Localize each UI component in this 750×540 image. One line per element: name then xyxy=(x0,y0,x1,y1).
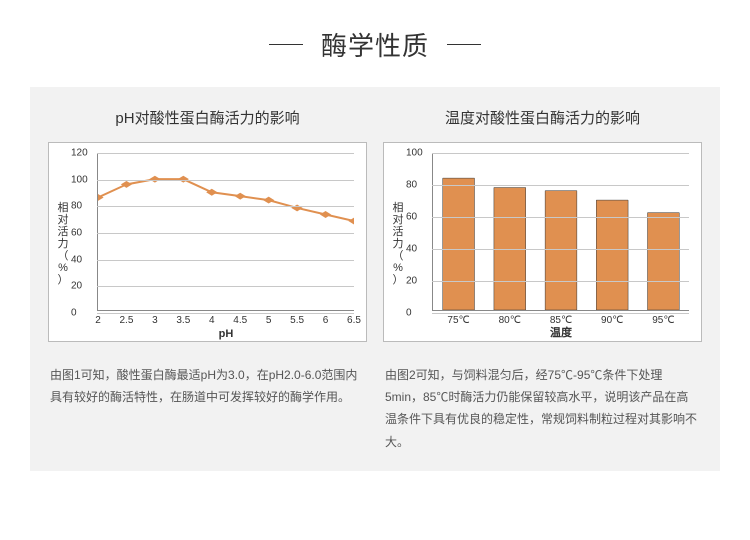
ytick: 100 xyxy=(406,148,423,159)
xtick: 80℃ xyxy=(499,315,521,326)
xtick: 6 xyxy=(323,315,329,326)
xtick: 3 xyxy=(152,315,158,326)
right-caption: 由图2可知，与饲料混匀后，经75℃-95℃条件下处理5min，85℃时酶活力仍能… xyxy=(383,364,702,453)
left-caption: 由图1可知，酸性蛋白酶最适pH为3.0，在pH2.0-6.0范围内具有较好的酶活… xyxy=(48,364,367,408)
right-panel: 温度对酸性蛋白酶活力的影响 相对活力（%） 温度 75℃ 80℃ 85℃ 90℃ 95℃… xyxy=(383,107,702,453)
xtick: 75℃ xyxy=(447,315,469,326)
bar-chart-svg xyxy=(433,153,689,310)
left-chart: 相对活力（%） pH 2 2.5 3 3.5 4 4.5 5 5.5 6 6.5 0 20 40 60 8… xyxy=(48,142,367,342)
right-ylabel: 相对活力（%） xyxy=(390,153,406,335)
divider-left xyxy=(269,44,303,45)
ytick: 120 xyxy=(71,148,88,159)
left-xlabel: pH xyxy=(219,328,234,340)
left-ylabel: 相对活力（%） xyxy=(55,153,71,335)
page-title: 酶学性质 xyxy=(321,26,429,63)
right-chart-area: 温度 75℃80℃85℃90℃95℃ 020406080100 xyxy=(406,153,693,335)
left-panel: pH对酸性蛋白酶活力的影响 相对活力（%） pH 2 2.5 3 3.5 4 4.5 5 5.… xyxy=(48,107,367,453)
section-header: 酶学性质 xyxy=(0,0,750,87)
left-chart-title: pH对酸性蛋白酶活力的影响 xyxy=(48,107,367,128)
xtick: 85℃ xyxy=(550,315,572,326)
xtick: 4.5 xyxy=(233,315,247,326)
ytick: 0 xyxy=(406,308,412,319)
right-xlabel: 温度 xyxy=(550,324,572,340)
ytick: 0 xyxy=(71,308,77,319)
ytick: 40 xyxy=(71,254,82,265)
ytick: 80 xyxy=(406,180,417,191)
ytick: 80 xyxy=(71,201,82,212)
xtick: 90℃ xyxy=(601,315,623,326)
xtick: 3.5 xyxy=(176,315,190,326)
xtick: 95℃ xyxy=(652,315,674,326)
ytick: 60 xyxy=(71,228,82,239)
right-chart-title: 温度对酸性蛋白酶活力的影响 xyxy=(383,107,702,128)
xtick: 2.5 xyxy=(119,315,133,326)
ytick: 20 xyxy=(406,276,417,287)
ytick: 100 xyxy=(71,174,88,185)
ytick: 60 xyxy=(406,212,417,223)
xtick: 5.5 xyxy=(290,315,304,326)
ytick: 40 xyxy=(406,244,417,255)
main-panel: pH对酸性蛋白酶活力的影响 相对活力（%） pH 2 2.5 3 3.5 4 4.5 5 5.… xyxy=(30,87,720,471)
xtick: 6.5 xyxy=(347,315,361,326)
right-chart: 相对活力（%） 温度 75℃ 80℃ 85℃ 90℃ 95℃ 0 20 40 60 80 100 xyxy=(383,142,702,342)
xtick: 4 xyxy=(209,315,215,326)
ytick: 20 xyxy=(71,281,82,292)
left-chart-area: pH 22.533.544.555.566.5 020406080100120 xyxy=(71,153,358,335)
xtick: 2 xyxy=(95,315,101,326)
divider-right xyxy=(447,44,481,45)
xtick: 5 xyxy=(266,315,272,326)
